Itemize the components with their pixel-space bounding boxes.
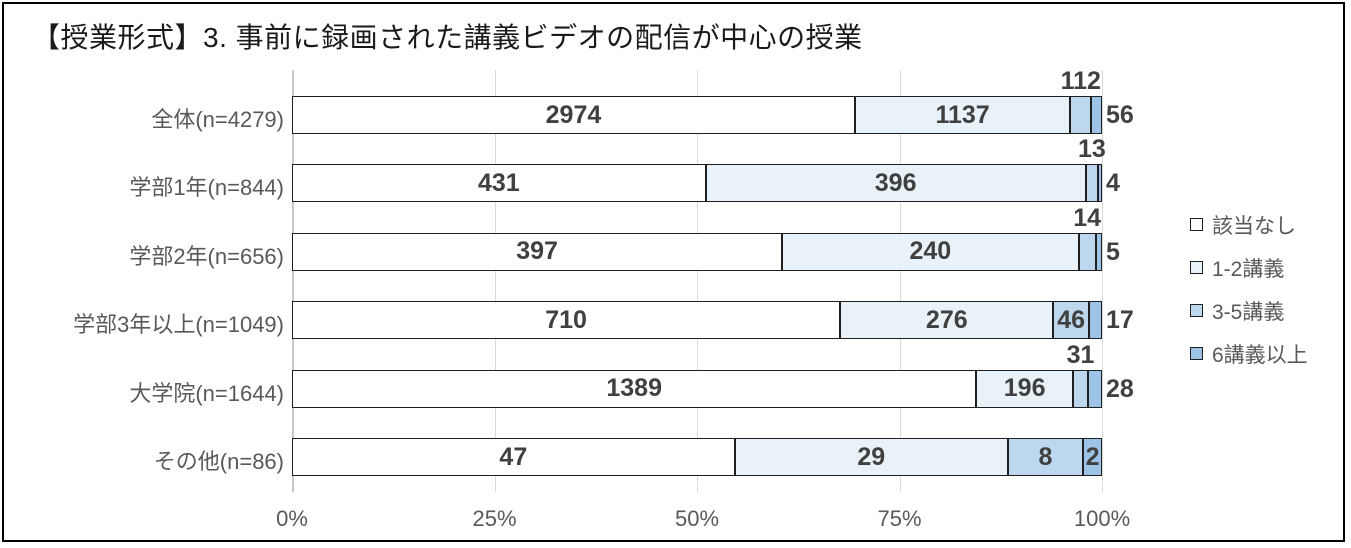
bar-segment-1-2講義: 29 bbox=[734, 438, 1008, 476]
gridline bbox=[1102, 70, 1103, 492]
legend-label: 3-5講義 bbox=[1212, 300, 1285, 324]
bar-segment-1-2講義: 240 bbox=[782, 232, 1079, 271]
bar-segment-1-2講義: 1137 bbox=[854, 96, 1071, 134]
category-label: 大学院(n=1644) bbox=[129, 380, 284, 406]
bar-segment-1-2講義: 276 bbox=[840, 301, 1054, 340]
bar-row: 1389 196 bbox=[292, 369, 1102, 408]
value-label: 29 bbox=[857, 442, 886, 471]
legend-swatch-icon bbox=[1190, 304, 1203, 317]
value-label: 396 bbox=[874, 168, 917, 197]
value-label: 431 bbox=[477, 168, 520, 197]
x-tick-label: 0% bbox=[276, 506, 308, 531]
value-label-right: 56 bbox=[1106, 101, 1134, 129]
value-label-right: 17 bbox=[1106, 306, 1134, 335]
value-label-right: 28 bbox=[1106, 374, 1134, 403]
value-label-above: 14 bbox=[1073, 203, 1102, 232]
value-label: 240 bbox=[909, 237, 952, 266]
bar-segment-6講義以上 bbox=[1095, 232, 1102, 271]
value-label-above: 31 bbox=[1066, 340, 1095, 369]
value-label: 196 bbox=[1003, 374, 1046, 403]
value-label: 8 bbox=[1038, 442, 1053, 471]
bar-segment-該当なし: 431 bbox=[292, 164, 706, 203]
bar-segment-3-5講義: 46 bbox=[1053, 301, 1089, 340]
x-tick-label: 25% bbox=[472, 506, 517, 531]
value-label: 1389 bbox=[606, 374, 662, 403]
bar-segment-該当なし: 710 bbox=[292, 301, 841, 340]
legend-swatch-icon bbox=[1190, 347, 1203, 360]
legend-label: 6講義以上 bbox=[1212, 343, 1308, 367]
bar-row: 47 29 8 2 bbox=[292, 438, 1102, 476]
legend-item: 3-5講義 bbox=[1190, 296, 1308, 325]
bar-row: 710 276 46 bbox=[292, 301, 1102, 340]
legend-item: 6講義以上 bbox=[1190, 339, 1308, 368]
x-tick-label: 75% bbox=[877, 506, 922, 531]
category-label: 全体(n=4279) bbox=[151, 107, 284, 132]
bar-segment-6講義以上 bbox=[1091, 96, 1102, 134]
legend-item: 該当なし bbox=[1190, 210, 1308, 239]
value-label: 397 bbox=[516, 237, 558, 266]
bar-segment-6講義以上 bbox=[1098, 164, 1102, 203]
bar-segment-3-5講義: 8 bbox=[1007, 438, 1084, 476]
value-label: 710 bbox=[545, 305, 587, 334]
chart-title: 【授業形式】3. 事前に録画された講義ビデオの配信が中心の授業 bbox=[32, 22, 863, 53]
plot-area: 2974 1137 112 56 431 396 13 4 397 240 14 5 710 276 46 1… bbox=[292, 67, 1134, 492]
bar-segment-該当なし: 47 bbox=[292, 438, 735, 476]
value-label: 47 bbox=[499, 442, 528, 471]
bar-segment-3-5講義 bbox=[1070, 96, 1092, 134]
bar-row: 2974 1137 bbox=[292, 96, 1102, 134]
bar-segment-該当なし: 2974 bbox=[292, 96, 855, 134]
gridline bbox=[697, 70, 698, 492]
category-label: 学部2年(n=656) bbox=[129, 243, 284, 269]
bar-row: 431 396 bbox=[292, 164, 1102, 203]
value-label: 276 bbox=[925, 305, 968, 334]
bar-segment-6講義以上: 2 bbox=[1083, 438, 1102, 476]
category-label: 学部1年(n=844) bbox=[129, 175, 284, 201]
bar-segment-6講義以上 bbox=[1088, 301, 1102, 340]
bar-segment-1-2講義: 196 bbox=[976, 369, 1073, 408]
bar-segment-1-2講義: 396 bbox=[705, 164, 1086, 203]
value-label-above: 112 bbox=[1060, 67, 1101, 95]
category-label: その他(n=86) bbox=[153, 449, 284, 474]
value-label: 1137 bbox=[935, 100, 990, 129]
value-label: 2 bbox=[1085, 442, 1100, 471]
bar-segment-該当なし: 397 bbox=[292, 232, 783, 271]
bar-row: 397 240 bbox=[292, 232, 1102, 271]
value-label-right: 4 bbox=[1106, 169, 1120, 198]
y-axis-line bbox=[292, 70, 294, 492]
legend-label: 該当なし bbox=[1212, 214, 1296, 238]
x-tick-label: 50% bbox=[674, 506, 720, 531]
bar-segment-3-5講義 bbox=[1072, 369, 1089, 408]
value-label: 2974 bbox=[545, 100, 602, 129]
legend-label: 1-2講義 bbox=[1212, 257, 1285, 281]
x-tick-label: 100% bbox=[1073, 506, 1131, 531]
value-label-above: 13 bbox=[1078, 135, 1106, 164]
legend-item: 1-2講義 bbox=[1190, 253, 1308, 282]
gridline bbox=[494, 70, 496, 492]
bar-segment-3-5講義 bbox=[1085, 164, 1099, 203]
category-label: 学部3年以上(n=1049) bbox=[73, 312, 284, 338]
gridline bbox=[899, 70, 901, 492]
legend-swatch-icon bbox=[1190, 218, 1203, 231]
chart-frame: 【授業形式】3. 事前に録画された講義ビデオの配信が中心の授業 2974 1137… bbox=[2, 2, 1345, 542]
legend-swatch-icon bbox=[1190, 261, 1203, 274]
bar-segment-6講義以上 bbox=[1088, 369, 1102, 408]
value-label-right: 5 bbox=[1106, 237, 1120, 266]
value-label: 46 bbox=[1057, 305, 1085, 334]
bar-segment-3-5講義 bbox=[1078, 232, 1096, 271]
legend: 該当なし 1-2講義 3-5講義 6講義以上 bbox=[1190, 210, 1308, 382]
bar-segment-該当なし: 1389 bbox=[292, 369, 977, 408]
